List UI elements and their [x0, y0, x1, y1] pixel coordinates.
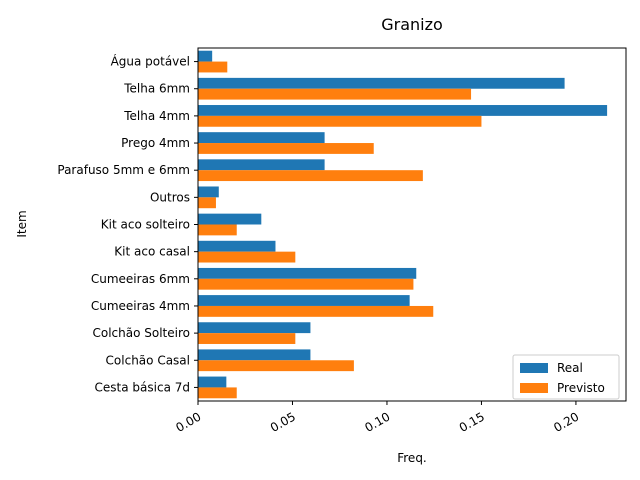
plot-frame	[197, 47, 627, 402]
bar-real-1	[198, 77, 565, 89]
bar-real-6	[198, 213, 262, 225]
bar-real-3	[198, 132, 325, 144]
bar-real-2	[198, 105, 608, 116]
x-axis-label: Freq.	[397, 451, 427, 465]
y-tick-label: Kit aco casal	[114, 245, 190, 259]
bar-previsto-9	[198, 305, 434, 317]
x-tick-label: 0.15	[457, 409, 487, 434]
bar-real-4	[198, 159, 325, 171]
y-tick-label: Cumeeiras 4mm	[91, 299, 190, 313]
bar-previsto-2	[198, 115, 482, 127]
x-tick-label: 0.10	[362, 409, 392, 434]
legend-swatch-real	[520, 363, 548, 373]
bar-previsto-12	[198, 387, 237, 399]
x-tick-label: 0.20	[551, 409, 581, 434]
y-tick-label: Telha 4mm	[123, 109, 190, 123]
legend-label-real: Real	[557, 361, 583, 375]
x-tick-label: 0.05	[268, 409, 298, 434]
legend-label-previsto: Previsto	[557, 381, 605, 395]
y-tick-label: Cesta básica 7d	[95, 380, 190, 394]
legend: Real Previsto	[512, 354, 620, 400]
y-tick-label: Colchão Casal	[106, 353, 190, 367]
x-tick-label: 0.00	[173, 409, 203, 434]
chart-title: Granizo	[381, 15, 443, 34]
legend-swatch-previsto	[520, 383, 548, 393]
y-tick-label: Kit aco solteiro	[101, 218, 190, 232]
bar-real-9	[198, 295, 410, 306]
bar-previsto-0	[198, 61, 228, 73]
bar-previsto-8	[198, 278, 414, 290]
y-tick-label: Outros	[150, 190, 190, 204]
y-tick-label: Cumeeiras 6mm	[91, 272, 190, 286]
bar-real-10	[198, 322, 311, 334]
bar-previsto-7	[198, 251, 296, 263]
y-axis-label: Item	[15, 210, 29, 237]
bar-previsto-5	[198, 197, 216, 209]
y-axis: Água potável Telha 6mm Telha 4mm Prego 4mm P…	[57, 54, 198, 394]
bar-real-5	[198, 186, 219, 198]
bar-previsto-3	[198, 143, 374, 154]
bar-real-8	[198, 267, 417, 279]
y-tick-label: Água potável	[111, 54, 190, 69]
bar-previsto-1	[198, 88, 472, 100]
y-tick-label: Parafuso 5mm e 6mm	[57, 163, 190, 177]
bar-real-7	[198, 240, 276, 252]
bar-previsto-4	[198, 170, 423, 182]
bar-previsto-10	[198, 333, 296, 344]
y-tick-label: Prego 4mm	[121, 136, 190, 150]
bar-real-12	[198, 376, 227, 388]
x-axis: 0.00 0.05 0.10 0.15 0.20	[173, 401, 581, 435]
bar-previsto-11	[198, 360, 354, 372]
y-tick-label: Telha 6mm	[123, 82, 190, 96]
bars-layer	[198, 50, 608, 399]
bar-real-0	[198, 50, 213, 62]
bar-previsto-6	[198, 224, 237, 236]
y-tick-label: Colchão Solteiro	[93, 326, 191, 340]
bar-real-11	[198, 349, 311, 361]
